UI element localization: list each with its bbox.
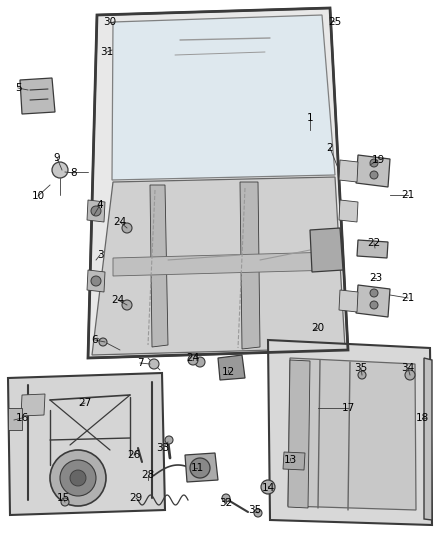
Text: 5: 5 — [15, 83, 21, 93]
Polygon shape — [288, 358, 416, 510]
Text: 19: 19 — [371, 155, 385, 165]
Polygon shape — [357, 240, 388, 258]
Text: 12: 12 — [221, 367, 235, 377]
Circle shape — [149, 359, 159, 369]
Circle shape — [222, 494, 230, 502]
Text: 28: 28 — [141, 470, 155, 480]
Text: 9: 9 — [54, 153, 60, 163]
Text: 25: 25 — [328, 17, 342, 27]
Text: 22: 22 — [367, 238, 381, 248]
Text: 3: 3 — [97, 250, 103, 260]
Circle shape — [370, 289, 378, 297]
Polygon shape — [356, 285, 390, 317]
Text: 24: 24 — [111, 295, 125, 305]
Text: 34: 34 — [401, 363, 415, 373]
Polygon shape — [185, 453, 218, 482]
Polygon shape — [8, 408, 22, 430]
Text: 15: 15 — [57, 493, 70, 503]
Circle shape — [370, 301, 378, 309]
Polygon shape — [240, 182, 260, 349]
Text: 26: 26 — [127, 450, 141, 460]
Text: 17: 17 — [341, 403, 355, 413]
Circle shape — [61, 498, 69, 506]
Polygon shape — [356, 155, 390, 187]
Polygon shape — [92, 177, 345, 355]
Polygon shape — [21, 394, 45, 416]
Text: 2: 2 — [327, 143, 333, 153]
Circle shape — [122, 300, 132, 310]
Text: 30: 30 — [103, 17, 117, 27]
Text: 4: 4 — [97, 200, 103, 210]
Text: 14: 14 — [261, 483, 275, 493]
Text: 32: 32 — [219, 498, 233, 508]
Polygon shape — [88, 8, 348, 358]
Text: 24: 24 — [187, 353, 200, 363]
Text: 21: 21 — [401, 190, 415, 200]
Text: 27: 27 — [78, 398, 92, 408]
Circle shape — [52, 162, 68, 178]
Text: 21: 21 — [401, 293, 415, 303]
Circle shape — [405, 370, 415, 380]
Text: 10: 10 — [32, 191, 45, 201]
Text: 20: 20 — [311, 323, 325, 333]
Circle shape — [165, 436, 173, 444]
Polygon shape — [310, 228, 343, 272]
Polygon shape — [20, 78, 55, 114]
Circle shape — [70, 470, 86, 486]
Polygon shape — [87, 200, 105, 222]
Circle shape — [370, 171, 378, 179]
Circle shape — [188, 355, 198, 365]
Text: 13: 13 — [283, 455, 297, 465]
Circle shape — [254, 509, 262, 517]
Circle shape — [91, 276, 101, 286]
Circle shape — [195, 357, 205, 367]
Polygon shape — [339, 290, 358, 312]
Polygon shape — [87, 270, 105, 292]
Circle shape — [50, 450, 106, 506]
Polygon shape — [112, 15, 335, 180]
Circle shape — [91, 206, 101, 216]
Text: 18: 18 — [415, 413, 429, 423]
Polygon shape — [268, 340, 432, 525]
Circle shape — [261, 480, 275, 494]
Text: 35: 35 — [248, 505, 261, 515]
Text: 29: 29 — [129, 493, 143, 503]
Text: 35: 35 — [354, 363, 367, 373]
Polygon shape — [8, 373, 165, 515]
Text: 16: 16 — [15, 413, 28, 423]
Polygon shape — [339, 200, 358, 222]
Text: 11: 11 — [191, 463, 204, 473]
Polygon shape — [218, 355, 245, 380]
Text: 24: 24 — [113, 217, 127, 227]
Text: 1: 1 — [307, 113, 313, 123]
Circle shape — [60, 460, 96, 496]
Circle shape — [190, 458, 210, 478]
Circle shape — [370, 159, 378, 167]
Text: 33: 33 — [156, 443, 170, 453]
Polygon shape — [113, 252, 336, 276]
Text: 6: 6 — [92, 335, 98, 345]
Polygon shape — [424, 358, 432, 520]
Text: 8: 8 — [71, 168, 78, 178]
Text: 31: 31 — [100, 47, 113, 57]
Text: 23: 23 — [369, 273, 383, 283]
Circle shape — [358, 371, 366, 379]
Polygon shape — [150, 185, 168, 347]
Polygon shape — [288, 360, 310, 508]
Circle shape — [122, 223, 132, 233]
Polygon shape — [339, 160, 358, 182]
Text: 7: 7 — [137, 358, 143, 368]
Circle shape — [99, 338, 107, 346]
Polygon shape — [283, 452, 305, 470]
